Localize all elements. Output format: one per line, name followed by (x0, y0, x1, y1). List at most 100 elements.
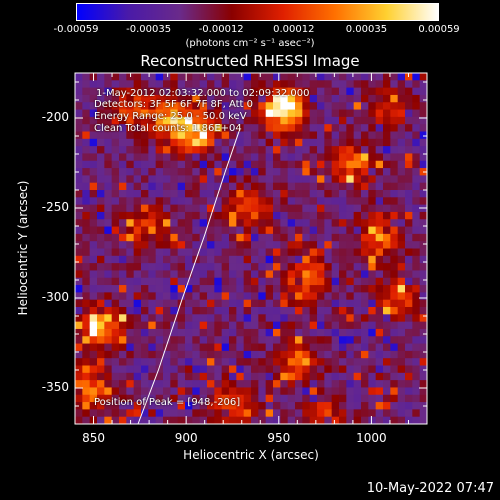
heatmap-cell (361, 270, 369, 279)
heatmap-cell (243, 146, 252, 155)
heatmap-cell (104, 314, 113, 323)
heatmap-cell (361, 160, 369, 169)
heatmap-cell (397, 109, 406, 118)
heatmap-cell (177, 343, 186, 352)
heatmap-cell (390, 131, 399, 140)
heatmap-cell (163, 80, 171, 89)
heatmap-cell (383, 175, 391, 184)
heatmap-cell (273, 263, 281, 272)
heatmap-cell (75, 109, 83, 118)
heatmap-cell (148, 94, 157, 103)
heatmap-cell (302, 80, 311, 89)
heatmap-cell (104, 358, 113, 367)
heatmap-cell (75, 80, 83, 89)
heatmap-cell (75, 211, 83, 220)
heatmap-cell (221, 358, 230, 367)
heatmap-cell (141, 270, 149, 279)
heatmap-cell (397, 204, 406, 213)
heatmap-cell (214, 233, 223, 242)
heatmap-cell (141, 336, 149, 345)
heatmap-cell (97, 241, 105, 250)
heatmap-cell (236, 321, 245, 330)
heatmap-cell (243, 350, 252, 359)
heatmap-cell (148, 204, 157, 213)
heatmap-cell (361, 394, 369, 403)
heatmap-cell (126, 124, 135, 133)
heatmap-cell (390, 314, 399, 323)
heatmap-cell (251, 343, 259, 352)
heatmap-cell (405, 343, 413, 352)
heatmap-cell (287, 102, 296, 111)
heatmap-cell (339, 270, 347, 279)
heatmap-cell (390, 197, 399, 206)
heatmap-cell (185, 365, 193, 374)
heatmap-cell (236, 365, 245, 374)
heatmap-cell (331, 248, 340, 257)
heatmap-cell (97, 175, 105, 184)
heatmap-cell (111, 153, 120, 162)
heatmap-cell (199, 146, 208, 155)
heatmap-cell (141, 226, 149, 235)
heatmap-cell (185, 226, 193, 235)
heatmap-cell (412, 146, 421, 155)
heatmap-cell (258, 211, 267, 220)
heatmap-cell (104, 94, 113, 103)
heatmap-cell (229, 219, 237, 228)
heatmap-cell (368, 94, 377, 103)
heatmap-cell (148, 116, 157, 125)
heatmap-cell (287, 358, 296, 367)
heatmap-cell (251, 211, 259, 220)
heatmap-cell (331, 380, 340, 389)
heatmap-cell (346, 94, 355, 103)
heatmap-cell (229, 182, 237, 191)
heatmap-cell (419, 131, 427, 140)
heatmap-cell (75, 182, 83, 191)
heatmap-cell (148, 270, 157, 279)
heatmap-cell (141, 394, 149, 403)
heatmap-cell (331, 372, 340, 381)
heatmap-cell (353, 314, 362, 323)
heatmap-cell (353, 270, 362, 279)
heatmap-cell (185, 416, 193, 424)
heatmap-cell (397, 285, 406, 293)
heatmap-cell (339, 402, 347, 410)
heatmap-cell (82, 233, 91, 242)
heatmap-cell (346, 372, 355, 381)
heatmap-cell (273, 402, 281, 410)
heatmap-cell (412, 350, 421, 359)
heatmap-cell (82, 336, 91, 345)
heatmap-cell (265, 153, 274, 162)
heatmap-cell (221, 409, 230, 418)
heatmap-cell (412, 109, 421, 118)
heatmap-cell (199, 416, 208, 424)
heatmap-cell (302, 153, 311, 162)
heatmap-cell (236, 211, 245, 220)
heatmap-cell (82, 402, 91, 410)
heatmap-cell (185, 248, 193, 257)
heatmap-cell (236, 277, 245, 286)
heatmap-cell (126, 350, 135, 359)
heatmap-cell (346, 343, 355, 352)
heatmap-cell (221, 124, 230, 133)
heatmap-cell (412, 307, 421, 315)
heatmap-cell (170, 402, 179, 410)
heatmap-cell (185, 80, 193, 89)
heatmap-cell (419, 409, 427, 418)
heatmap-cell (155, 292, 164, 301)
heatmap-cell (324, 94, 333, 103)
heatmap-cell (339, 109, 347, 118)
heatmap-cell (317, 175, 325, 184)
heatmap-cell (375, 292, 384, 301)
heatmap-cell (302, 350, 311, 359)
heatmap-cell (331, 160, 340, 169)
heatmap-cell (331, 168, 340, 176)
heatmap-cell (229, 321, 237, 330)
heatmap-cell (309, 226, 318, 235)
heatmap-cell (141, 409, 149, 418)
heatmap-cell (207, 124, 215, 133)
heatmap-cell (353, 160, 362, 169)
heatmap-cell (229, 328, 237, 337)
heatmap-cell (192, 285, 201, 293)
heatmap-cell (104, 197, 113, 206)
heatmap-cell (126, 321, 135, 330)
